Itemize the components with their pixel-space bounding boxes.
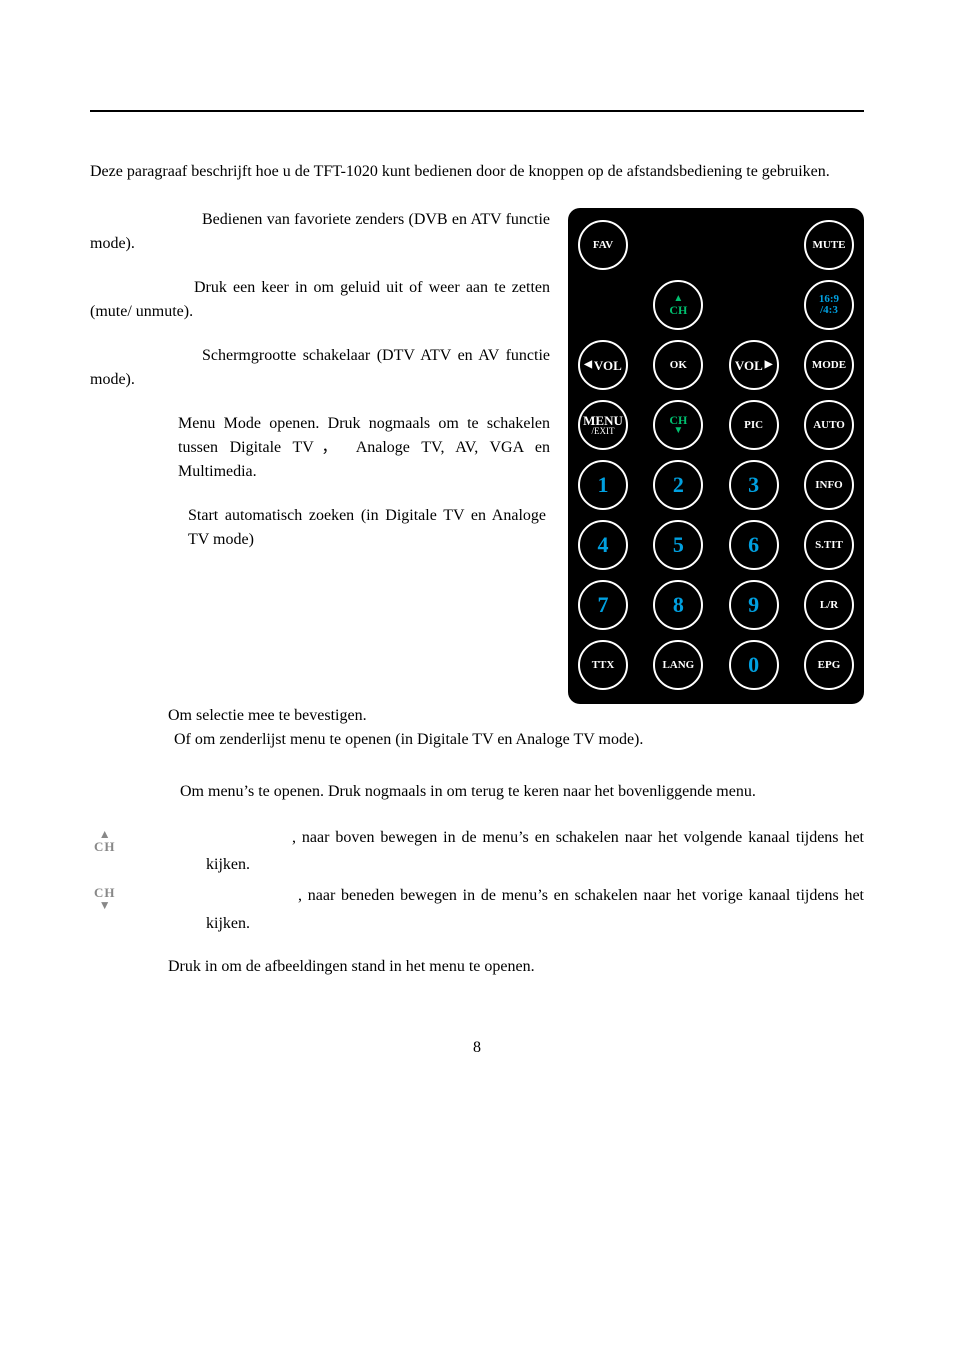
remote-button-ch-down[interactable]: CH▼ xyxy=(653,400,703,450)
mode-description: Menu Mode openen. Druk nogmaals om te sc… xyxy=(90,412,550,484)
ch-up-row: ▲ CH , naar boven bewegen in de menu’s e… xyxy=(90,824,864,878)
two-column-section: Bedienen van favoriete zenders (DVB en A… xyxy=(90,208,864,704)
remote-row: ▲CH 16:9/4:3 xyxy=(578,280,854,330)
auto-description: Start automatisch zoeken (in Digitale TV… xyxy=(90,504,550,552)
remote-button-auto[interactable]: AUTO xyxy=(804,400,854,450)
remote-button-mute[interactable]: MUTE xyxy=(804,220,854,270)
ok-description: Om selectie mee te bevestigen. Of om zen… xyxy=(90,704,864,752)
mute-description: Druk een keer in om geluid uit of weer a… xyxy=(90,276,550,324)
auto-text: Start automatisch zoeken (in Digitale TV… xyxy=(188,507,546,548)
text-column: Bedienen van favoriete zenders (DVB en A… xyxy=(90,208,550,704)
mute-text: Druk een keer in om geluid uit of weer a… xyxy=(90,279,550,320)
remote-button-vol-down[interactable]: ◀VOL xyxy=(578,340,628,390)
ch-down-icon: CH ▼ xyxy=(90,882,170,914)
menu-text: Om menu’s te openen. Druk nogmaals in om… xyxy=(180,783,756,800)
remote-row: MENU/EXIT CH▼ PIC AUTO xyxy=(578,400,854,450)
remote-button-epg[interactable]: EPG xyxy=(804,640,854,690)
ok-line-2: Of om zenderlijst menu te openen (in Dig… xyxy=(168,728,864,752)
ch-down-text-block: , naar beneden bewegen in de menu’s en s… xyxy=(178,882,864,936)
remote-button-ch-up[interactable]: ▲CH xyxy=(653,280,703,330)
remote-row: ◀VOL OK VOL▶ MODE xyxy=(578,340,854,390)
remote-button-ttx[interactable]: TTX xyxy=(578,640,628,690)
remote-button-num-4[interactable]: 4 xyxy=(578,520,628,570)
remote-button-vol-up[interactable]: VOL▶ xyxy=(729,340,779,390)
remote-button-num-0[interactable]: 0 xyxy=(729,640,779,690)
horizontal-rule xyxy=(90,110,864,112)
ch-up-icon: ▲ CH xyxy=(90,824,170,856)
remote-button-lang[interactable]: LANG xyxy=(653,640,703,690)
ch-down-row: CH ▼ , naar beneden bewegen in de menu’s… xyxy=(90,882,864,936)
remote-button-aspect-ratio[interactable]: 16:9/4:3 xyxy=(804,280,854,330)
remote-button-num-3[interactable]: 3 xyxy=(729,460,779,510)
remote-empty-slot xyxy=(729,280,779,330)
remote-button-num-6[interactable]: 6 xyxy=(729,520,779,570)
document-page: Deze paragraaf beschrijft hoe u de TFT-1… xyxy=(0,0,954,1117)
remote-button-menu-exit[interactable]: MENU/EXIT xyxy=(578,400,628,450)
remote-button-num-5[interactable]: 5 xyxy=(653,520,703,570)
ok-line-1: Om selectie mee te bevestigen. xyxy=(168,704,864,728)
remote-row: 123 INFO xyxy=(578,460,854,510)
intro-paragraph: Deze paragraaf beschrijft hoe u de TFT-1… xyxy=(90,160,864,184)
mode-text: Menu Mode openen. Druk nogmaals om te sc… xyxy=(178,415,550,480)
ch-down-text: , naar beneden bewegen in de menu’s en s… xyxy=(206,887,864,931)
ch-up-text-block: , naar boven bewegen in de menu’s en sch… xyxy=(178,824,864,878)
remote-button-fav[interactable]: FAV xyxy=(578,220,628,270)
remote-button-pic[interactable]: PIC xyxy=(729,400,779,450)
remote-button-ok[interactable]: OK xyxy=(653,340,703,390)
remote-row: 789 L/R xyxy=(578,580,854,630)
remote-button-num-8[interactable]: 8 xyxy=(653,580,703,630)
remote-button-s-tit[interactable]: S.TIT xyxy=(804,520,854,570)
pic-description: Druk in om de afbeeldingen stand in het … xyxy=(90,955,864,979)
remote-button-num-1[interactable]: 1 xyxy=(578,460,628,510)
remote-row: TTX LANG 0 EPG xyxy=(578,640,854,690)
remote-button-info[interactable]: INFO xyxy=(804,460,854,510)
page-number: 8 xyxy=(90,1039,864,1057)
pic-text: Druk in om de afbeeldingen stand in het … xyxy=(168,958,535,975)
fav-description: Bedienen van favoriete zenders (DVB en A… xyxy=(90,208,550,256)
remote-button-num-2[interactable]: 2 xyxy=(653,460,703,510)
remote-button-mode[interactable]: MODE xyxy=(804,340,854,390)
remote-row: 456 S.TIT xyxy=(578,520,854,570)
remote-control: FAV MUTE ▲CH 16:9/4:3 ◀VOL OK VOL▶ MODE MENU/EXI… xyxy=(568,208,864,704)
below-remote-section: Om selectie mee te bevestigen. Of om zen… xyxy=(90,704,864,979)
remote-button-num-7[interactable]: 7 xyxy=(578,580,628,630)
remote-button-l-r[interactable]: L/R xyxy=(804,580,854,630)
remote-image-column: FAV MUTE ▲CH 16:9/4:3 ◀VOL OK VOL▶ MODE MENU/EXI… xyxy=(568,208,864,704)
remote-button-num-9[interactable]: 9 xyxy=(729,580,779,630)
ch-up-text: , naar boven bewegen in de menu’s en sch… xyxy=(206,829,864,873)
menu-description: Om menu’s te openen. Druk nogmaals in om… xyxy=(90,780,864,804)
ratio-text: Schermgrootte schakelaar (DTV ATV en AV … xyxy=(90,347,550,388)
remote-empty-slot xyxy=(729,220,779,270)
remote-empty-slot xyxy=(578,280,628,330)
remote-row: FAV MUTE xyxy=(578,220,854,270)
remote-empty-slot xyxy=(653,220,703,270)
fav-text: Bedienen van favoriete zenders (DVB en A… xyxy=(90,211,550,252)
ratio-description: Schermgrootte schakelaar (DTV ATV en AV … xyxy=(90,344,550,392)
